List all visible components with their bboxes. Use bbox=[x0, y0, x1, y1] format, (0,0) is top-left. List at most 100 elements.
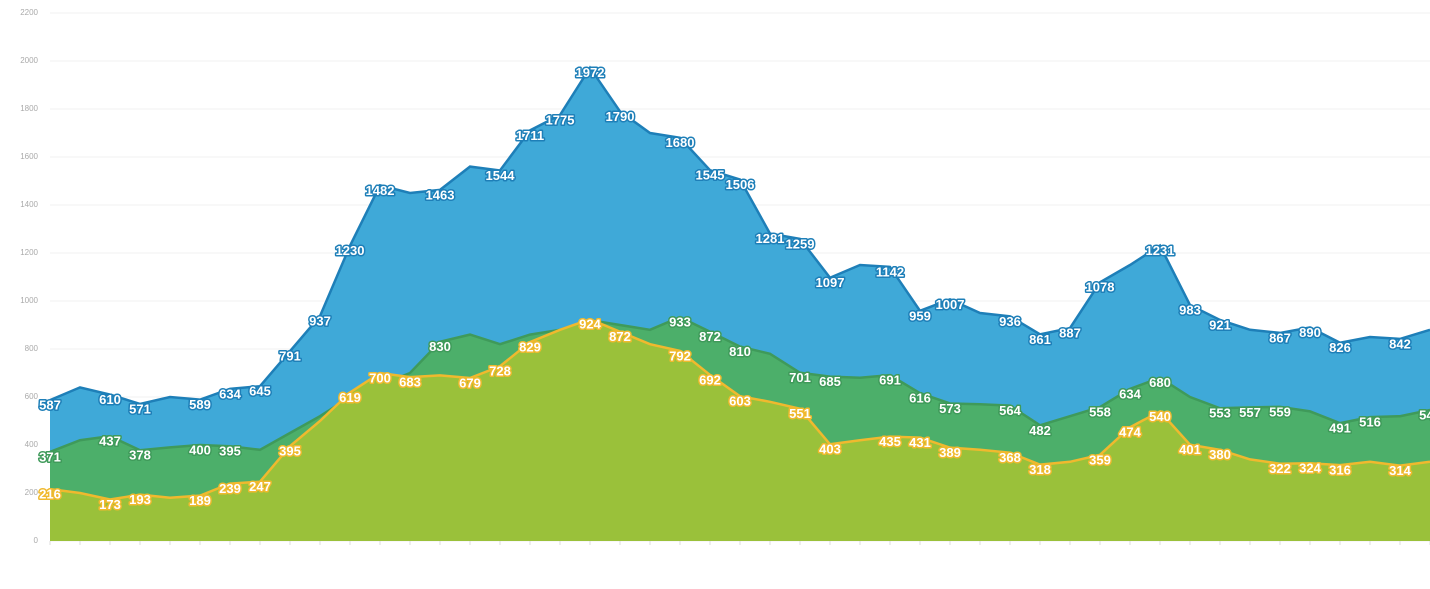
value-label: 619 bbox=[339, 390, 361, 405]
value-label: 1775 bbox=[546, 112, 575, 127]
value-label: 842 bbox=[1389, 336, 1411, 351]
y-tick-label: 800 bbox=[25, 344, 39, 353]
value-label: 1545 bbox=[696, 168, 725, 183]
value-label: 380 bbox=[1209, 447, 1231, 462]
value-label: 872 bbox=[609, 329, 631, 344]
value-label: 474 bbox=[1119, 425, 1141, 440]
value-label: 395 bbox=[219, 444, 241, 459]
value-label: 571 bbox=[129, 401, 151, 416]
value-label: 1230 bbox=[336, 243, 365, 258]
y-tick-label: 0 bbox=[34, 536, 39, 545]
y-tick-label: 1800 bbox=[20, 104, 38, 113]
value-label: 1097 bbox=[816, 275, 845, 290]
value-label: 1680 bbox=[666, 135, 695, 150]
value-label: 1482 bbox=[366, 183, 395, 198]
value-label: 589 bbox=[189, 397, 211, 412]
value-label: 872 bbox=[699, 329, 721, 344]
value-label: 193 bbox=[129, 492, 151, 507]
value-label: 557 bbox=[1239, 405, 1261, 420]
value-label: 826 bbox=[1329, 340, 1351, 355]
value-label: 316 bbox=[1329, 463, 1351, 478]
value-label: 829 bbox=[519, 339, 541, 354]
value-label: 1544 bbox=[486, 168, 516, 183]
value-label: 1007 bbox=[936, 297, 965, 312]
value-label: 546 bbox=[1419, 407, 1430, 422]
y-tick-label: 2200 bbox=[20, 8, 38, 17]
value-label: 437 bbox=[99, 434, 121, 449]
value-label: 1078 bbox=[1086, 280, 1115, 295]
value-label: 516 bbox=[1359, 415, 1381, 430]
value-label: 887 bbox=[1059, 326, 1081, 341]
value-label: 318 bbox=[1029, 462, 1051, 477]
value-label: 395 bbox=[279, 444, 301, 459]
value-label: 173 bbox=[99, 497, 121, 512]
y-tick-label: 200 bbox=[25, 488, 39, 497]
y-tick-label: 1600 bbox=[20, 152, 38, 161]
area-line bbox=[49, 317, 1430, 501]
value-label: 482 bbox=[1029, 423, 1051, 438]
value-label: 189 bbox=[189, 493, 211, 508]
value-label: 683 bbox=[399, 375, 421, 390]
y-tick-label: 1200 bbox=[20, 248, 38, 257]
value-label: 634 bbox=[1119, 386, 1141, 401]
value-label: 558 bbox=[1089, 405, 1111, 420]
value-label: 564 bbox=[999, 403, 1021, 418]
value-label: 692 bbox=[699, 372, 721, 387]
value-label: 559 bbox=[1269, 404, 1291, 419]
value-label: 983 bbox=[1179, 303, 1201, 318]
value-label: 959 bbox=[909, 308, 931, 323]
value-label: 587 bbox=[39, 398, 61, 413]
value-label: 679 bbox=[459, 375, 481, 390]
value-label: 1259 bbox=[786, 236, 815, 251]
value-label: 603 bbox=[729, 394, 751, 409]
value-label: 324 bbox=[1299, 461, 1321, 476]
value-label: 680 bbox=[1149, 375, 1171, 390]
value-label: 1463 bbox=[426, 187, 455, 202]
value-label: 400 bbox=[189, 442, 211, 457]
value-label: 371 bbox=[39, 449, 61, 464]
value-label: 1142 bbox=[876, 264, 904, 279]
value-label: 359 bbox=[1089, 452, 1111, 467]
value-label: 616 bbox=[909, 391, 931, 406]
value-label: 378 bbox=[129, 448, 151, 463]
value-label: 701 bbox=[789, 370, 811, 385]
value-label: 1711 bbox=[516, 128, 544, 143]
value-label: 691 bbox=[879, 373, 901, 388]
value-label: 810 bbox=[729, 344, 751, 359]
value-label: 389 bbox=[939, 445, 961, 460]
value-label: 401 bbox=[1179, 442, 1201, 457]
value-label: 792 bbox=[669, 348, 691, 363]
value-label: 314 bbox=[1389, 463, 1411, 478]
value-label: 431 bbox=[909, 435, 931, 450]
value-label: 861 bbox=[1029, 332, 1051, 347]
value-label: 239 bbox=[219, 481, 241, 496]
value-label: 933 bbox=[669, 315, 691, 330]
value-label: 1231 bbox=[1146, 243, 1175, 258]
value-label: 610 bbox=[99, 392, 121, 407]
value-label: 368 bbox=[999, 450, 1021, 465]
value-label: 830 bbox=[429, 339, 451, 354]
value-label: 1790 bbox=[606, 109, 635, 124]
y-tick-label: 2000 bbox=[20, 56, 38, 65]
value-label: 553 bbox=[1209, 406, 1231, 421]
value-label: 645 bbox=[249, 384, 271, 399]
value-label: 791 bbox=[279, 349, 301, 364]
value-label: 435 bbox=[879, 434, 901, 449]
value-label: 867 bbox=[1269, 330, 1291, 345]
y-tick-label: 400 bbox=[25, 440, 39, 449]
value-label: 890 bbox=[1299, 325, 1321, 340]
value-label: 685 bbox=[819, 374, 841, 389]
value-label: 1506 bbox=[726, 177, 755, 192]
area-line bbox=[49, 315, 1430, 454]
area bbox=[50, 319, 1430, 541]
value-label: 924 bbox=[579, 317, 601, 332]
value-label: 700 bbox=[369, 370, 391, 385]
value-label: 491 bbox=[1329, 421, 1351, 436]
value-label: 540 bbox=[1149, 409, 1171, 424]
value-label: 937 bbox=[309, 314, 331, 329]
value-label: 1281 bbox=[756, 231, 785, 246]
value-label: 634 bbox=[219, 386, 241, 401]
y-tick-label: 600 bbox=[25, 392, 39, 401]
value-label: 216 bbox=[39, 487, 61, 502]
